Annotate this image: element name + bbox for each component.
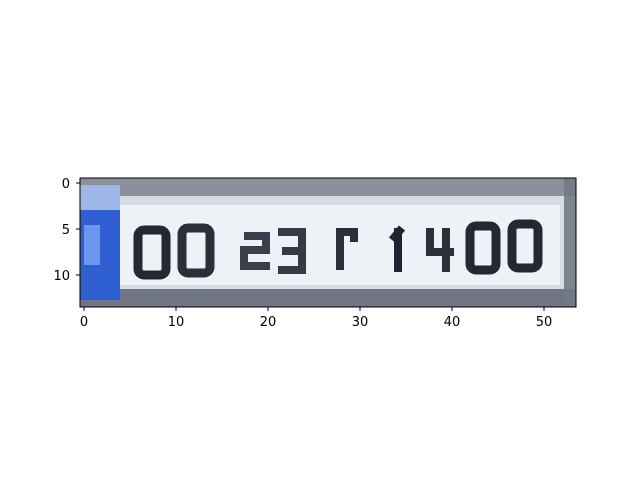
- euro-band-top-pale: [80, 185, 120, 210]
- image-plot-area: [79, 177, 577, 308]
- y-tick-label: 10: [53, 269, 70, 284]
- x-axis: 0 10 20 30 40 50: [80, 307, 552, 330]
- x-tick-label: 40: [444, 315, 461, 330]
- char-0-b: [177, 223, 215, 278]
- y-tick-label: 0: [62, 177, 70, 192]
- plot-frame: [79, 177, 577, 308]
- x-tick-label: 10: [168, 315, 185, 330]
- char-1-a: [336, 228, 358, 270]
- y-axis: 0 5 10: [53, 177, 80, 284]
- x-tick-label: 20: [260, 315, 277, 330]
- y-tick-label: 5: [62, 223, 70, 238]
- char-1-b: [388, 225, 406, 272]
- euro-band-highlight: [84, 225, 100, 265]
- plate-bottom-border: [80, 289, 576, 307]
- plate-top-border: [80, 178, 576, 196]
- char-0-a: [133, 225, 171, 280]
- x-tick-label: 30: [352, 315, 369, 330]
- char-0-c: [465, 221, 501, 275]
- char-3: [278, 228, 306, 274]
- x-tick-label: 0: [80, 315, 88, 330]
- char-0-d: [507, 219, 543, 273]
- plate-characters: [133, 219, 543, 280]
- char-2: [240, 232, 270, 270]
- x-tick-label: 50: [536, 315, 553, 330]
- plate-right-edge: [564, 178, 576, 307]
- char-4: [426, 228, 454, 272]
